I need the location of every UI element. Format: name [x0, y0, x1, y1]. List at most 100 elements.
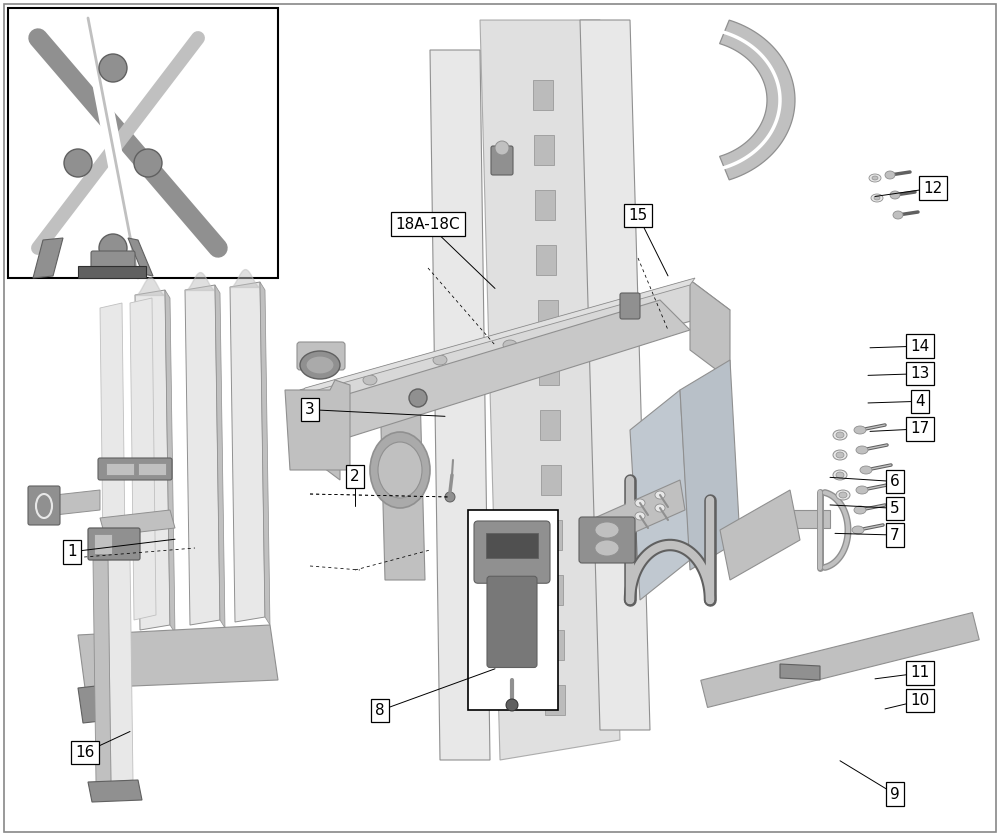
Polygon shape: [590, 480, 685, 550]
Ellipse shape: [869, 174, 881, 182]
Text: 7: 7: [890, 528, 900, 543]
Ellipse shape: [655, 504, 665, 512]
Ellipse shape: [860, 466, 872, 474]
Ellipse shape: [503, 340, 517, 350]
Text: 17: 17: [910, 421, 930, 436]
Text: 10: 10: [910, 693, 930, 708]
Ellipse shape: [635, 499, 645, 507]
Ellipse shape: [836, 472, 844, 478]
Ellipse shape: [573, 325, 587, 335]
Ellipse shape: [306, 356, 334, 374]
FancyBboxPatch shape: [88, 528, 140, 560]
Ellipse shape: [134, 149, 162, 177]
Ellipse shape: [854, 506, 866, 514]
Ellipse shape: [890, 191, 900, 199]
Ellipse shape: [64, 149, 92, 177]
Text: 5: 5: [890, 501, 900, 516]
Polygon shape: [300, 278, 695, 395]
Polygon shape: [720, 490, 800, 580]
Polygon shape: [690, 280, 730, 380]
Bar: [8, 8, 278, 278]
Ellipse shape: [852, 526, 864, 534]
Polygon shape: [165, 290, 175, 633]
FancyBboxPatch shape: [491, 146, 513, 175]
Polygon shape: [185, 285, 220, 625]
Polygon shape: [300, 390, 340, 480]
Ellipse shape: [872, 176, 878, 180]
Ellipse shape: [856, 446, 868, 454]
Text: 1: 1: [67, 544, 77, 559]
Ellipse shape: [99, 234, 127, 262]
Ellipse shape: [433, 355, 447, 365]
Bar: [541, 465, 561, 495]
Polygon shape: [701, 613, 979, 707]
Bar: [538, 300, 558, 330]
Bar: [468, 510, 558, 710]
Ellipse shape: [856, 486, 868, 494]
Polygon shape: [78, 625, 278, 688]
Polygon shape: [260, 282, 270, 625]
Polygon shape: [380, 390, 425, 580]
Bar: [486, 533, 538, 558]
Ellipse shape: [506, 699, 518, 711]
Polygon shape: [100, 510, 175, 536]
Ellipse shape: [836, 452, 844, 458]
FancyBboxPatch shape: [487, 576, 537, 667]
Bar: [540, 410, 560, 440]
Polygon shape: [108, 558, 133, 782]
Text: 4: 4: [915, 394, 925, 409]
Bar: [542, 520, 562, 550]
Text: 11: 11: [910, 665, 930, 681]
Bar: [536, 245, 556, 275]
Polygon shape: [780, 664, 820, 680]
Bar: [534, 135, 554, 165]
Text: 18A-18C: 18A-18C: [396, 217, 460, 232]
Polygon shape: [630, 390, 690, 600]
FancyBboxPatch shape: [620, 293, 640, 319]
Ellipse shape: [643, 310, 657, 320]
Polygon shape: [33, 238, 63, 278]
Polygon shape: [135, 290, 170, 630]
Ellipse shape: [854, 426, 866, 434]
Ellipse shape: [300, 351, 340, 379]
Polygon shape: [285, 380, 350, 470]
Text: 15: 15: [628, 208, 648, 223]
Polygon shape: [100, 303, 126, 625]
Bar: [539, 355, 559, 385]
Polygon shape: [680, 360, 740, 570]
Text: 8: 8: [375, 703, 385, 718]
Bar: [94, 534, 112, 554]
Polygon shape: [88, 780, 142, 802]
FancyBboxPatch shape: [91, 251, 135, 277]
Ellipse shape: [635, 512, 645, 520]
FancyBboxPatch shape: [474, 521, 550, 584]
Bar: [533, 80, 553, 110]
Bar: [785, 510, 830, 528]
FancyBboxPatch shape: [579, 517, 635, 563]
Ellipse shape: [495, 141, 509, 155]
Ellipse shape: [655, 491, 665, 499]
Text: 3: 3: [305, 402, 315, 417]
Ellipse shape: [99, 54, 127, 82]
Bar: [78, 266, 146, 278]
Ellipse shape: [445, 492, 455, 502]
Bar: [543, 575, 563, 605]
FancyBboxPatch shape: [297, 342, 345, 370]
Text: 9: 9: [890, 787, 900, 802]
Text: 2: 2: [350, 469, 360, 484]
Ellipse shape: [595, 540, 619, 556]
Polygon shape: [295, 300, 690, 440]
Text: 13: 13: [910, 366, 930, 381]
Polygon shape: [720, 20, 795, 180]
Ellipse shape: [595, 522, 619, 538]
Ellipse shape: [363, 375, 377, 385]
Ellipse shape: [836, 432, 844, 438]
Polygon shape: [215, 285, 225, 628]
Ellipse shape: [378, 442, 422, 498]
Ellipse shape: [370, 432, 430, 508]
Polygon shape: [128, 238, 153, 276]
Ellipse shape: [836, 490, 850, 500]
Polygon shape: [230, 282, 265, 622]
Bar: [138, 463, 166, 475]
Bar: [545, 685, 565, 715]
